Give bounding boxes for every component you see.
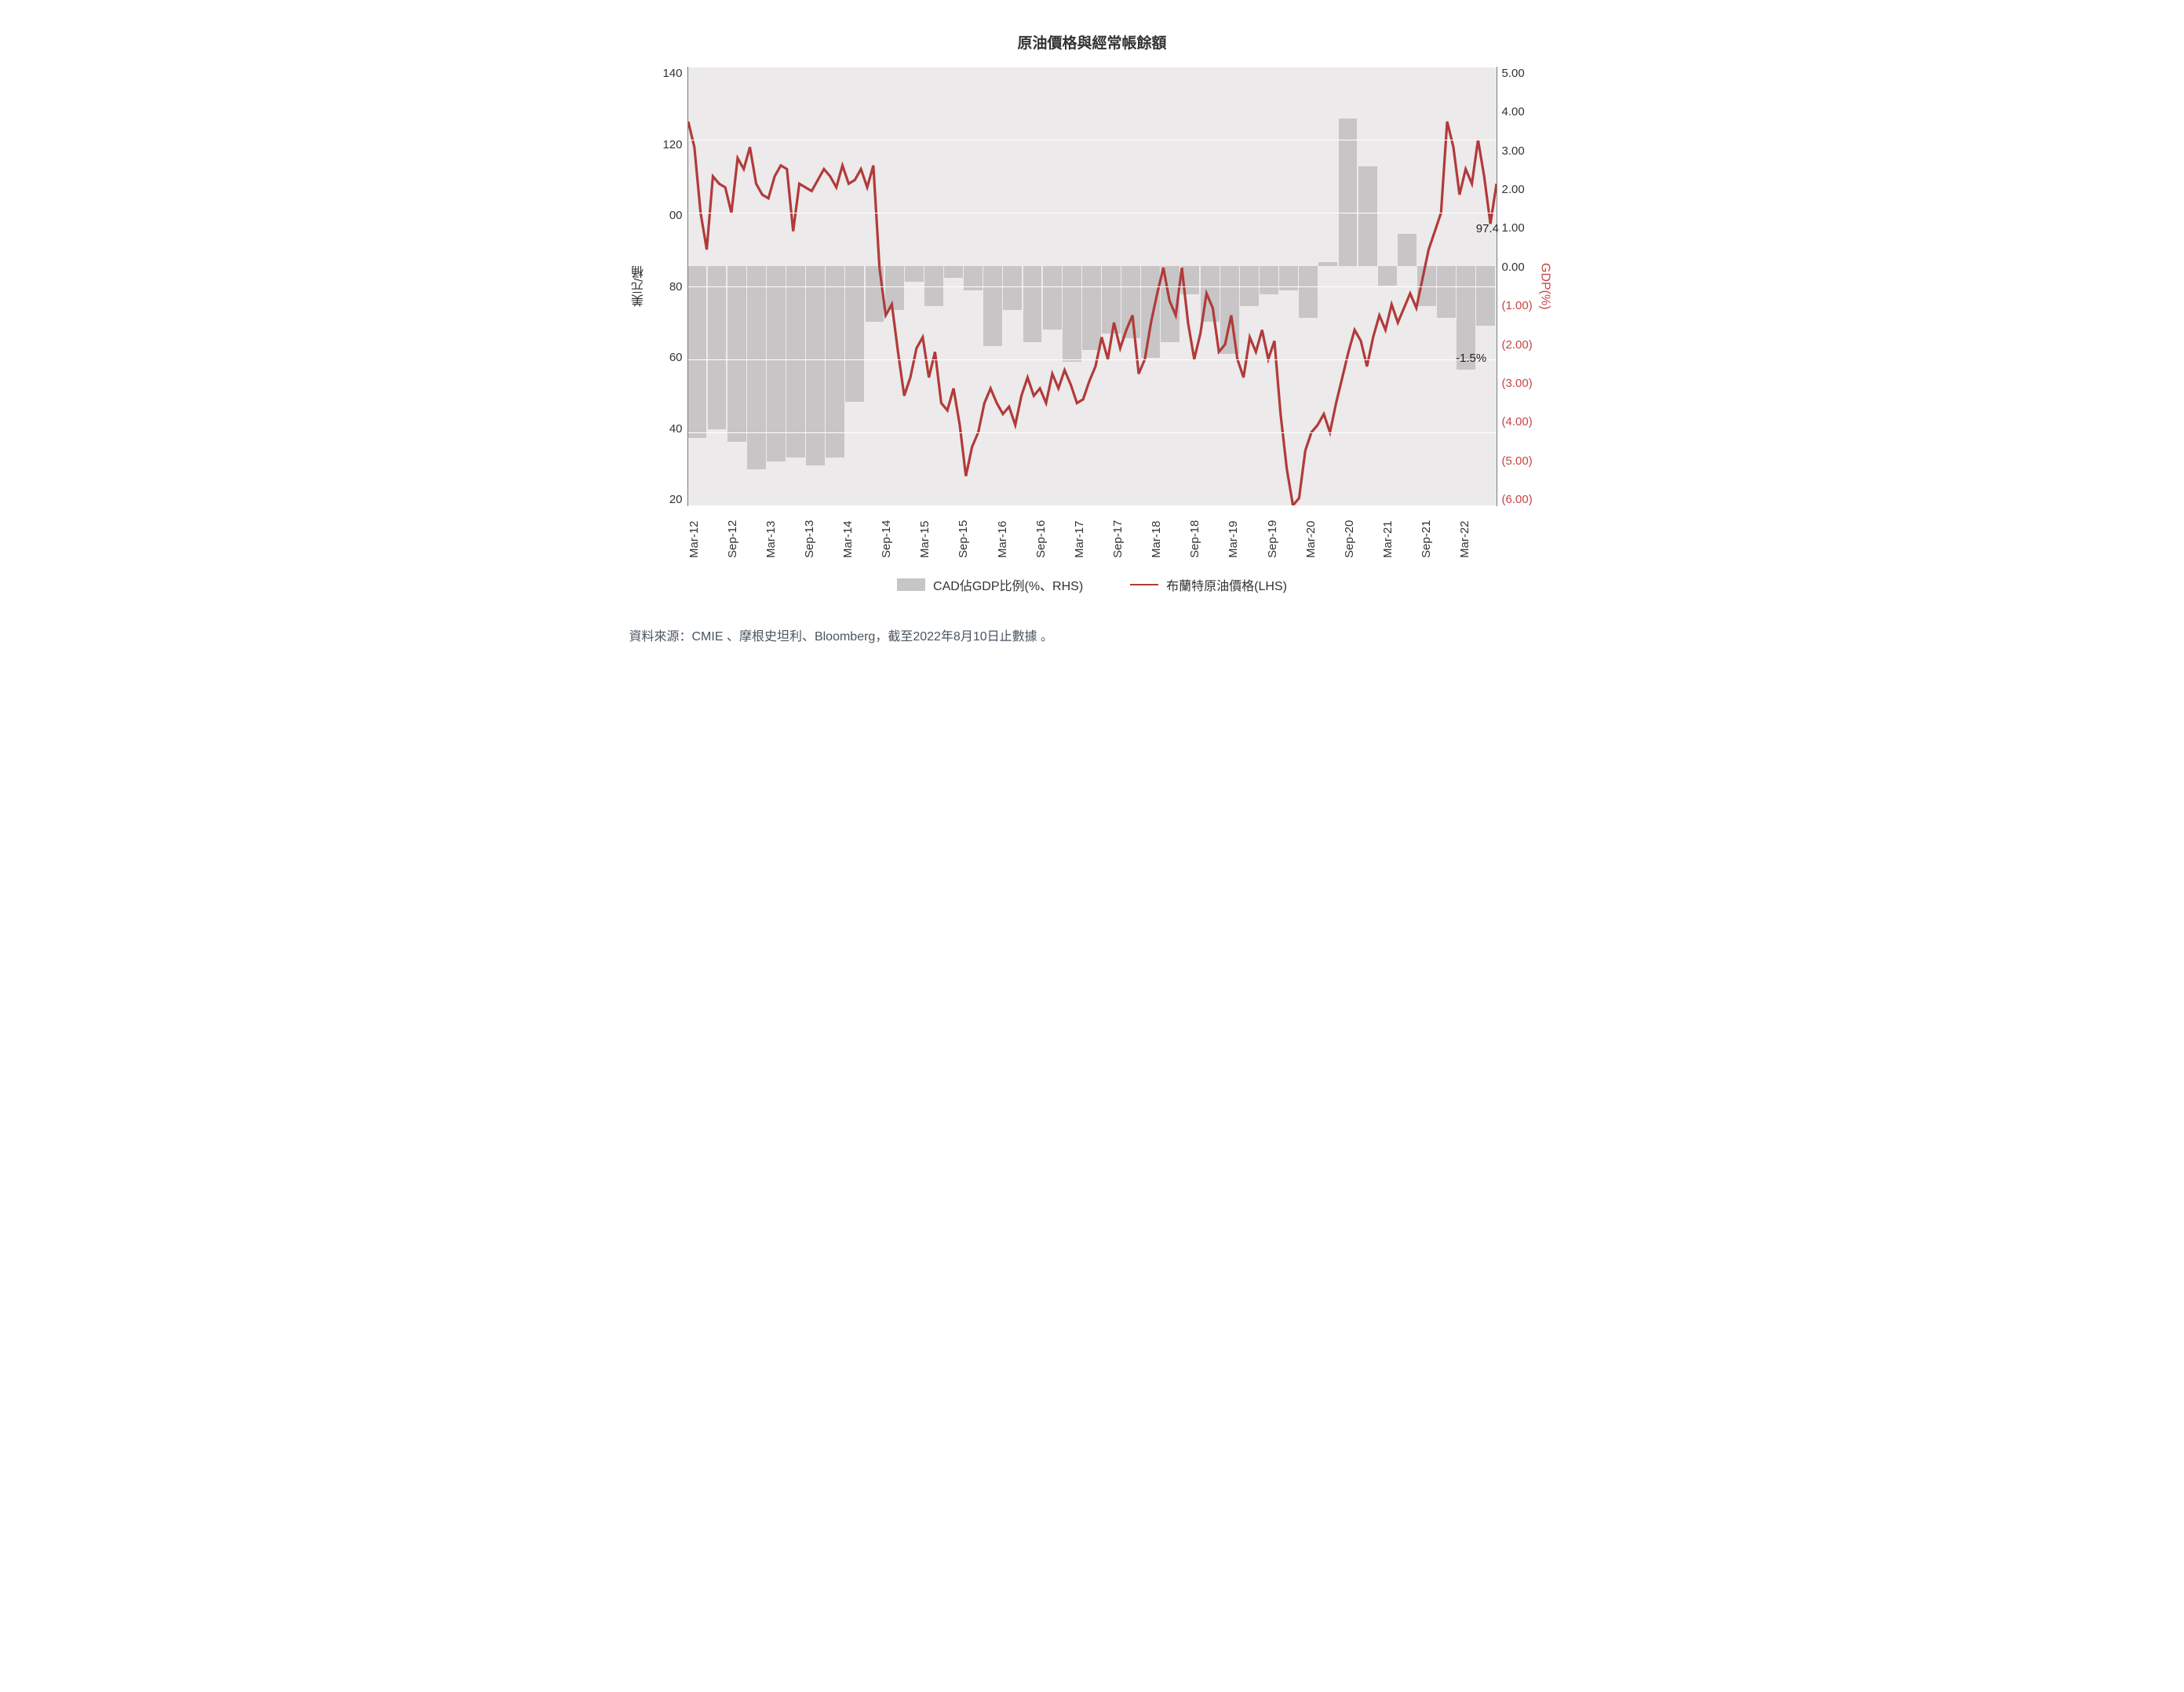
x-tick: Mar-21	[1381, 506, 1420, 561]
x-tick: Sep-18	[1188, 506, 1227, 561]
plot-row: 美元/桶 140 120 00 80 60 40 20 97.4 -1.5% 5.00 4.00…	[629, 67, 1555, 506]
gridline	[688, 432, 1497, 433]
x-tick: Mar-14	[841, 506, 880, 561]
y-right-tick: 1.00	[1502, 221, 1530, 235]
y-right-tick: 2.00	[1502, 183, 1530, 196]
legend-bar-label: CAD佔GDP比例(%、RHS)	[933, 575, 1083, 594]
y-right-tick: 3.00	[1502, 144, 1530, 158]
x-tick: Sep-17	[1111, 506, 1150, 561]
y-left-tick: 60	[654, 351, 683, 364]
y-left-tick: 80	[654, 280, 683, 294]
legend-item-bar: CAD佔GDP比例(%、RHS)	[897, 575, 1083, 594]
x-axis-ticks: Mar-12Sep-12Mar-13Sep-13Mar-14Sep-14Mar-…	[687, 506, 1497, 561]
y-left-tick: 20	[654, 493, 683, 506]
plot-area: 97.4 -1.5%	[687, 67, 1497, 506]
y-axis-left-label: 美元/桶	[629, 67, 650, 506]
price-line	[688, 122, 1497, 505]
chart-title: 原油價格與經常帳餘額	[629, 31, 1555, 53]
y-right-tick: 5.00	[1502, 67, 1530, 80]
chart-container: 原油價格與經常帳餘額 美元/桶 140 120 00 80 60 40 20 97.4 -1.…	[629, 31, 1555, 644]
y-left-tick: 120	[654, 138, 683, 151]
x-tick: Mar-13	[764, 506, 803, 561]
line-swatch-icon	[1130, 584, 1158, 585]
y-left-tick: 40	[654, 422, 683, 436]
x-tick: Mar-12	[687, 506, 726, 561]
y-right-tick: 0.00	[1502, 261, 1530, 274]
x-tick: Sep-19	[1266, 506, 1304, 561]
y-axis-right-label: GDP(%)	[1535, 67, 1555, 506]
bar-swatch-icon	[897, 578, 925, 591]
legend-item-line: 布蘭特原油價格(LHS)	[1130, 575, 1287, 594]
y-left-tick: 00	[654, 209, 683, 222]
x-tick: Sep-20	[1343, 506, 1381, 561]
x-tick: Sep-12	[726, 506, 764, 561]
y-left-tick: 140	[654, 67, 683, 80]
y-right-tick: (3.00)	[1502, 377, 1530, 390]
x-tick: Mar-22	[1458, 506, 1497, 561]
x-tick: Mar-20	[1304, 506, 1343, 561]
y-right-tick: (6.00)	[1502, 493, 1530, 506]
x-tick: Mar-19	[1227, 506, 1265, 561]
source-text: 資料來源：CMIE 、摩根史坦利、Bloomberg，截至2022年8月10日止…	[629, 625, 1555, 644]
x-tick: Sep-16	[1034, 506, 1073, 561]
annotation: -1.5%	[1456, 352, 1486, 365]
x-tick: Sep-21	[1420, 506, 1458, 561]
y-axis-right-ticks: 5.00 4.00 3.00 2.00 1.00 0.00 (1.00) (2.00) (3.0…	[1497, 67, 1535, 506]
y-right-tick: 4.00	[1502, 105, 1530, 119]
x-tick: Mar-18	[1150, 506, 1188, 561]
gridline	[688, 359, 1497, 360]
y-axis-left-ticks: 140 120 00 80 60 40 20	[650, 67, 687, 506]
x-tick: Sep-13	[803, 506, 841, 561]
y-right-tick: (1.00)	[1502, 299, 1530, 312]
x-tick: Mar-16	[996, 506, 1034, 561]
x-tick: Mar-17	[1073, 506, 1111, 561]
x-tick: Sep-15	[957, 506, 995, 561]
legend-line-label: 布蘭特原油價格(LHS)	[1166, 575, 1287, 594]
x-tick: Mar-15	[918, 506, 957, 561]
legend: CAD佔GDP比例(%、RHS) 布蘭特原油價格(LHS)	[629, 575, 1555, 594]
annotation: 97.4	[1476, 222, 1499, 235]
x-tick: Sep-14	[880, 506, 918, 561]
y-right-tick: (4.00)	[1502, 415, 1530, 428]
y-right-tick: (2.00)	[1502, 338, 1530, 352]
gridline	[688, 286, 1497, 287]
y-right-tick: (5.00)	[1502, 454, 1530, 468]
